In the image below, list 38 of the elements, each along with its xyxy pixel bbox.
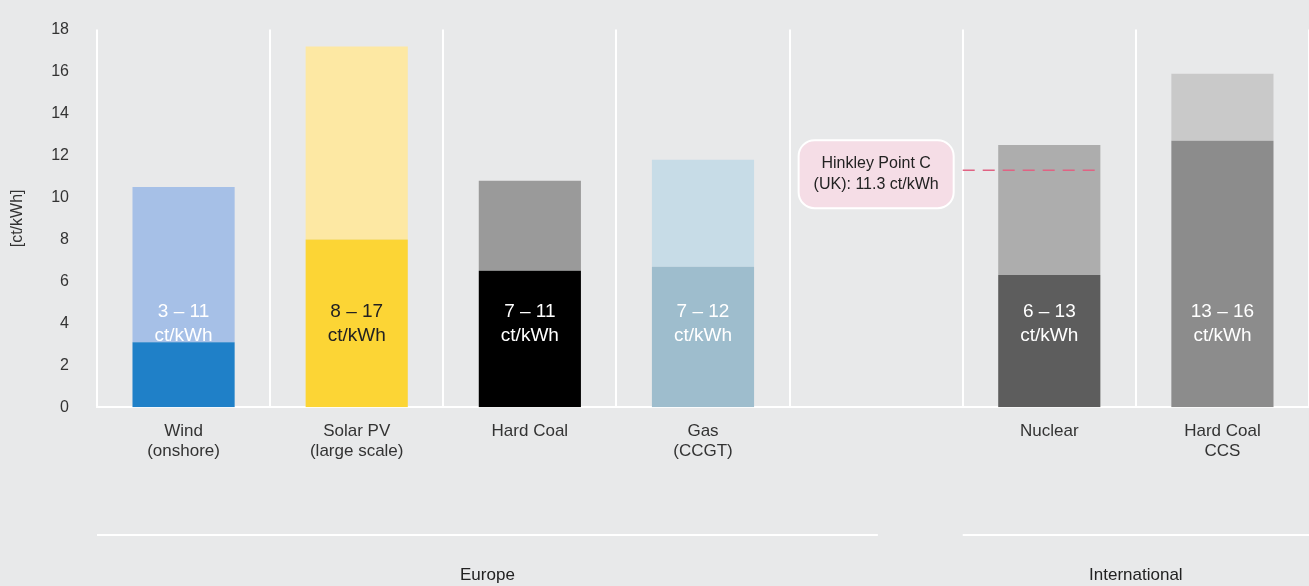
bar: [651, 159, 755, 267]
bar: [998, 275, 1101, 408]
bar: [651, 266, 755, 408]
x-tick-label: Gas (CCGT): [673, 421, 733, 461]
x-tick-label: Hard Coal: [491, 421, 569, 441]
y-axis-title: [ct/kWh]: [8, 189, 26, 248]
text: International: [1089, 564, 1183, 584]
y-tick-label: 8: [60, 229, 70, 247]
y-tick-label: 10: [51, 187, 70, 205]
ref-line-label: Hinkley Point C (UK): 11.3 ct/kWh: [813, 154, 939, 193]
text: Europe: [460, 564, 515, 584]
x-tick-label: Wind (onshore): [147, 421, 220, 461]
bar: [1171, 73, 1274, 141]
y-tick-label: 0: [60, 397, 70, 415]
x-tick-label: Nuclear: [1019, 421, 1079, 441]
y-tick-label: 16: [51, 61, 70, 79]
bar: [1171, 140, 1274, 408]
x-tick-label: Solar PV (large scale): [309, 421, 404, 461]
bar: [305, 46, 408, 240]
annotation: 8 – 17 ct/kWh: [327, 300, 386, 346]
y-tick-label: 6: [60, 271, 70, 289]
y-tick-label: 4: [60, 313, 70, 331]
bar: [478, 180, 581, 271]
x-tick-label: Hard Coal CCS: [1184, 421, 1261, 461]
bar: [132, 186, 235, 343]
y-tick-label: 14: [51, 103, 70, 121]
y-tick-label: 18: [51, 20, 70, 38]
bar: [305, 239, 408, 408]
bar: [478, 270, 581, 408]
y-tick-label: 12: [51, 145, 70, 163]
annotation: 7 – 12 ct/kWh: [673, 300, 733, 346]
annotation: 3 – 11 ct/kWh: [154, 300, 213, 346]
y-tick-label: 2: [60, 355, 70, 373]
annotation: 7 – 11 ct/kWh: [500, 300, 559, 346]
annotation: 6 – 13 ct/kWh: [1020, 300, 1079, 346]
bar: [132, 342, 235, 408]
bar: [998, 144, 1101, 276]
annotation: 13 – 16 ct/kWh: [1190, 300, 1255, 346]
